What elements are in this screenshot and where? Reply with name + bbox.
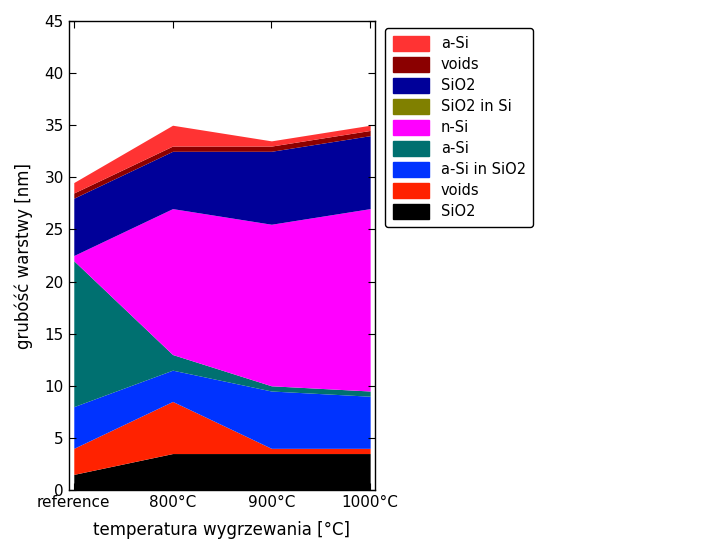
X-axis label: temperatura wygrzewania [°C]: temperatura wygrzewania [°C]: [94, 521, 351, 539]
Legend: a-Si, voids, SiO2, SiO2 in Si, n-Si, a-Si, a-Si in SiO2, voids, SiO2: a-Si, voids, SiO2, SiO2 in Si, n-Si, a-S…: [385, 28, 534, 227]
Y-axis label: grubóść warstwy [nm]: grubóść warstwy [nm]: [15, 162, 34, 348]
